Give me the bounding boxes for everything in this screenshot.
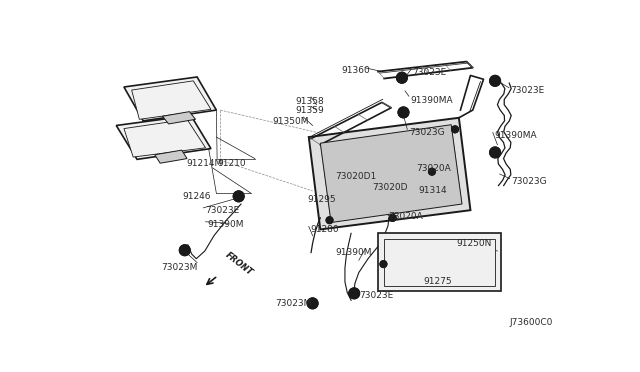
Text: 91390M: 91390M <box>207 220 244 229</box>
Circle shape <box>236 194 241 199</box>
Circle shape <box>310 301 315 306</box>
Circle shape <box>431 170 433 173</box>
Circle shape <box>490 147 500 158</box>
Text: 91210: 91210 <box>217 158 246 168</box>
Circle shape <box>398 107 409 118</box>
Polygon shape <box>163 112 196 124</box>
Text: 91280: 91280 <box>310 225 339 234</box>
Text: 73023M: 73023M <box>276 299 312 308</box>
Polygon shape <box>320 125 462 222</box>
Text: 73023E: 73023E <box>205 206 239 215</box>
Circle shape <box>429 168 435 175</box>
Text: 73023E: 73023E <box>413 68 447 77</box>
Text: 91360: 91360 <box>342 66 371 75</box>
Text: 91275: 91275 <box>424 277 452 286</box>
Text: 73020D: 73020D <box>372 183 408 192</box>
Text: 73023E: 73023E <box>511 86 545 95</box>
Text: 91295: 91295 <box>307 195 336 204</box>
Text: 91250N: 91250N <box>456 240 492 248</box>
Circle shape <box>493 78 497 83</box>
Text: 73020A: 73020A <box>388 212 423 221</box>
Circle shape <box>382 263 385 265</box>
Text: 91314: 91314 <box>418 186 447 195</box>
Text: 91214M: 91214M <box>186 158 223 168</box>
Text: 73023E: 73023E <box>359 291 393 300</box>
Circle shape <box>326 217 333 224</box>
Circle shape <box>179 245 190 256</box>
Polygon shape <box>378 233 501 291</box>
Circle shape <box>454 128 456 131</box>
Polygon shape <box>124 77 216 121</box>
Text: 73023G: 73023G <box>511 177 547 186</box>
Text: 73020A: 73020A <box>417 164 451 173</box>
Circle shape <box>328 219 331 221</box>
Text: FRONT: FRONT <box>223 250 254 277</box>
Circle shape <box>490 76 500 86</box>
Circle shape <box>234 191 244 202</box>
Text: 73023G: 73023G <box>409 128 444 137</box>
Polygon shape <box>308 118 470 230</box>
Polygon shape <box>124 119 205 157</box>
Circle shape <box>392 217 394 219</box>
Circle shape <box>307 298 318 309</box>
Text: 91390M: 91390M <box>336 248 372 257</box>
Text: 73023M: 73023M <box>162 263 198 272</box>
Polygon shape <box>116 115 211 159</box>
Text: 91390MA: 91390MA <box>410 96 453 105</box>
Circle shape <box>452 126 458 133</box>
Circle shape <box>493 150 497 155</box>
Polygon shape <box>132 81 211 119</box>
Text: 91359: 91359 <box>296 106 324 115</box>
Circle shape <box>389 214 396 221</box>
Polygon shape <box>155 150 187 163</box>
Circle shape <box>352 291 356 296</box>
Circle shape <box>401 110 406 115</box>
Text: 91246: 91246 <box>182 192 211 202</box>
Circle shape <box>349 288 360 299</box>
Text: 73020D1: 73020D1 <box>336 172 377 181</box>
Circle shape <box>182 248 187 253</box>
Polygon shape <box>384 239 495 286</box>
Circle shape <box>399 76 404 80</box>
Circle shape <box>397 73 407 83</box>
Text: 91358: 91358 <box>296 97 324 106</box>
Text: 91390MA: 91390MA <box>494 131 537 140</box>
Circle shape <box>380 261 387 267</box>
Text: 91350M: 91350M <box>273 117 309 126</box>
Text: J73600C0: J73600C0 <box>509 318 553 327</box>
